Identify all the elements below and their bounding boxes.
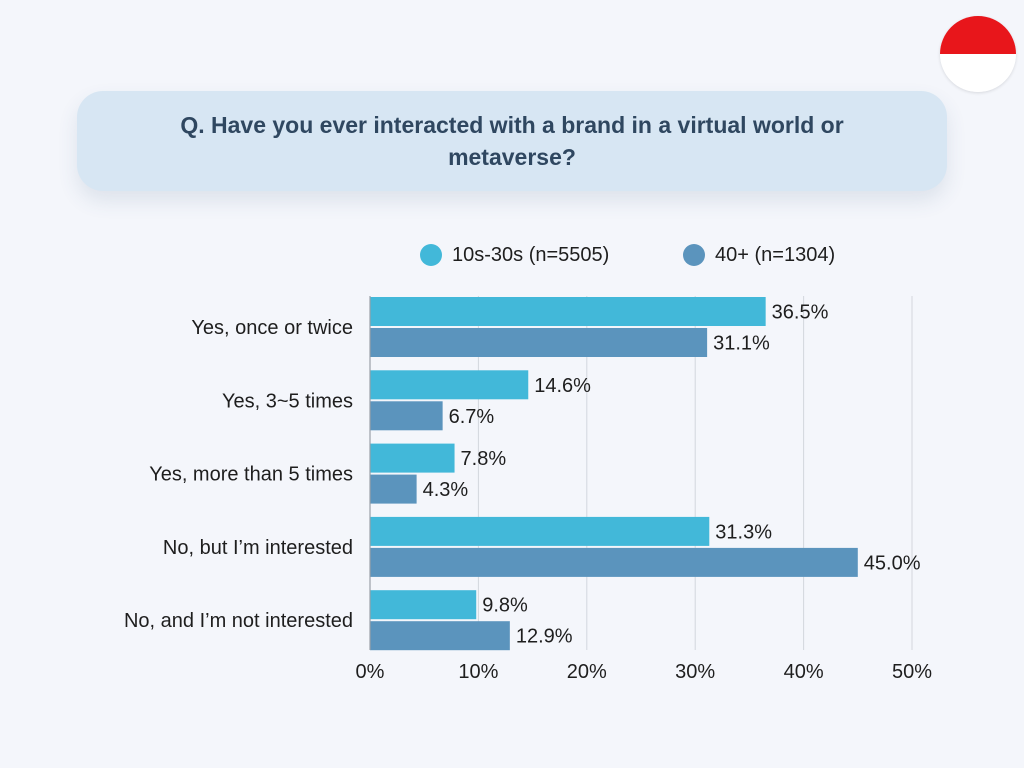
category-label-3: No, but I’m interested	[163, 537, 353, 559]
bar-s0-c0	[370, 297, 766, 326]
data-label-s1-c3: 45.0%	[864, 552, 921, 574]
bar-s1-c2	[370, 474, 417, 504]
category-label-0: Yes, once or twice	[191, 317, 353, 339]
data-label-s0-c4: 9.8%	[482, 595, 528, 617]
bar-s0-c4	[370, 590, 477, 620]
bar-s1-c3	[370, 547, 858, 577]
category-label-4: No, and I’m not interested	[124, 610, 353, 632]
legend-label-older: 40+ (n=1304)	[715, 243, 836, 266]
data-label-s1-c4: 12.9%	[516, 626, 573, 648]
data-label-s1-c0: 31.1%	[713, 333, 770, 355]
x-tick-label-0: 0%	[356, 661, 385, 683]
bar-s1-c4	[370, 621, 510, 651]
question-text: Q. Have you ever interacted with a brand…	[180, 112, 844, 170]
bar-s1-c0	[370, 328, 708, 357]
legend-dot-young-icon	[420, 244, 442, 266]
data-label-s0-c2: 7.8%	[461, 448, 507, 470]
bar-s0-c3	[370, 516, 710, 546]
x-tick-label-10: 10%	[458, 661, 498, 683]
data-label-s0-c0: 36.5%	[772, 302, 829, 324]
bar-s1-c1	[370, 401, 443, 431]
data-label-s1-c1: 6.7%	[449, 406, 495, 428]
category-label-1: Yes, 3~5 times	[222, 390, 353, 412]
chart-legend: 10s-30s (n=5505) 40+ (n=1304)	[0, 240, 1024, 270]
category-label-2: Yes, more than 5 times	[149, 464, 353, 486]
legend-item-older: 40+ (n=1304)	[683, 240, 835, 270]
data-label-s0-c1: 14.6%	[534, 375, 591, 397]
x-tick-label-50: 50%	[892, 661, 932, 683]
x-tick-label-20: 20%	[567, 661, 607, 683]
bar-s0-c2	[370, 443, 455, 473]
legend-label-young: 10s-30s (n=5505)	[452, 243, 610, 266]
data-label-s1-c2: 4.3%	[423, 479, 469, 501]
legend-item-young: 10s-30s (n=5505)	[420, 240, 609, 270]
x-tick-label-40: 40%	[784, 661, 824, 683]
data-label-s0-c3: 31.3%	[715, 521, 772, 543]
legend-dot-older-icon	[683, 244, 705, 266]
x-tick-label-30: 30%	[675, 661, 715, 683]
question-box: Q. Have you ever interacted with a brand…	[77, 91, 947, 191]
bar-s0-c1	[370, 370, 529, 400]
